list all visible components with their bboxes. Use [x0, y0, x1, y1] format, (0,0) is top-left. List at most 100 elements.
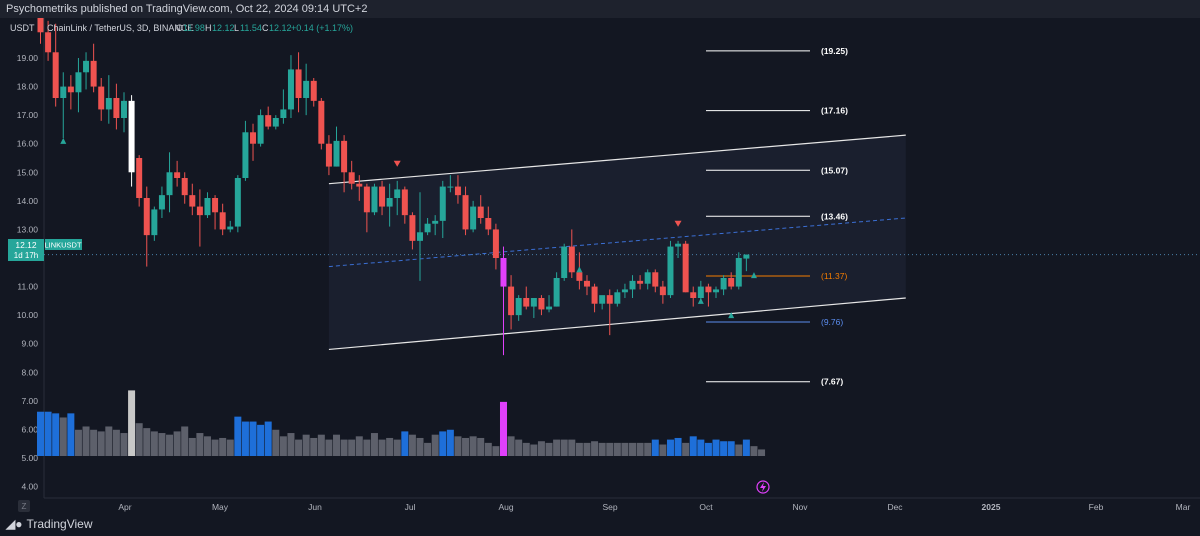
trend-channel[interactable]: [328, 134, 906, 351]
volume-bar: [67, 413, 75, 456]
legend-o: 11.98: [183, 23, 205, 33]
candle-body: [325, 143, 332, 167]
candle-body: [386, 198, 393, 207]
candle-body: [508, 286, 515, 316]
brand-name: TradingView: [26, 517, 93, 531]
ticker-text: LINKUSDT: [44, 241, 82, 250]
candle-body: [432, 220, 439, 224]
candle-body: [500, 258, 507, 287]
volume-bar: [742, 439, 750, 456]
volume-bar: [158, 433, 166, 456]
volume-bar: [219, 437, 227, 456]
volume-bar: [59, 417, 67, 456]
published-header: Psychometriks published on TradingView.c…: [0, 0, 1200, 18]
fib-level-label: (9.76): [821, 317, 843, 327]
candle-body: [515, 298, 522, 316]
volume-bar: [697, 439, 705, 456]
legend-h-label: H: [205, 23, 212, 33]
candle-body: [713, 289, 720, 293]
scale-toggle-button[interactable]: [18, 500, 30, 512]
volume-bar: [492, 446, 500, 456]
volume-bar: [462, 437, 470, 456]
x-tick-label: Aug: [498, 502, 513, 512]
volume-bar: [272, 429, 280, 456]
volume-bar: [112, 429, 120, 456]
fib-level-label: (13.46): [821, 211, 848, 221]
candle-body: [447, 186, 454, 188]
y-tick-label: 6.00: [21, 424, 38, 434]
candle-body: [333, 140, 340, 167]
volume-bar: [378, 439, 386, 456]
candle-body: [417, 232, 423, 241]
event-bolt-icon: [760, 482, 766, 492]
candle-body: [682, 243, 689, 293]
y-tick-label: 19.00: [17, 53, 39, 63]
volume-bar: [575, 442, 583, 456]
volume-bar: [196, 433, 204, 456]
candle-body: [667, 246, 674, 296]
candle-body: [606, 295, 613, 304]
candle-body: [621, 289, 628, 293]
x-tick-label: Oct: [699, 502, 713, 512]
volume-bar: [393, 439, 401, 456]
legend-c: 12.12: [269, 23, 292, 33]
y-tick-label: 16.00: [17, 139, 39, 149]
candle-body: [310, 80, 317, 101]
candle-body: [591, 286, 598, 304]
volume-bar: [591, 441, 599, 456]
x-tick-label: Dec: [887, 502, 903, 512]
fib-level-label: (19.25): [821, 46, 848, 56]
x-tick-label: Apr: [118, 502, 131, 512]
volume-bar: [545, 442, 553, 456]
event-icon[interactable]: [756, 480, 770, 494]
volume-bar: [340, 439, 348, 456]
volume-bar: [317, 434, 325, 456]
volume-bar: [302, 434, 310, 456]
volume-bar: [689, 436, 697, 456]
candle-body: [462, 195, 469, 230]
volume-bar: [621, 442, 629, 456]
candle-body: [477, 206, 484, 218]
volume-bar: [522, 442, 530, 456]
candle-body: [599, 295, 606, 304]
volume-bar: [439, 431, 447, 456]
y-tick-label: 5.00: [21, 453, 38, 463]
candle-body: [37, 18, 44, 33]
candle-body: [470, 206, 477, 230]
y-axis-ticks: 4.005.006.007.008.009.0010.0011.0012.001…: [17, 53, 39, 492]
candle-body: [356, 183, 363, 187]
candle-body: [363, 186, 370, 213]
y-tick-label: 10.00: [17, 310, 39, 320]
volume-bar: [37, 411, 44, 456]
legend-symbol: ChainLink / TetherUS, 3D, BINANCE: [47, 23, 193, 33]
volume-bar: [226, 439, 234, 456]
y-tick-label: 15.00: [17, 167, 39, 177]
candle-body: [196, 206, 203, 216]
price-chart[interactable]: 4.005.006.007.008.009.0010.0011.0012.001…: [0, 18, 1200, 516]
candle-body: [143, 198, 150, 236]
candle-body: [659, 286, 666, 296]
candle-body: [98, 86, 105, 110]
last-price-badge: [8, 239, 44, 261]
candle-body: [561, 246, 568, 278]
candle-body: [287, 69, 294, 110]
volume-bar: [735, 444, 743, 456]
x-tick-label: Jul: [405, 502, 416, 512]
candle-body: [379, 186, 386, 207]
candle-body: [424, 223, 431, 233]
volume-bar: [477, 437, 485, 456]
volume-bar: [644, 442, 652, 456]
candle-body: [644, 272, 651, 284]
legend-change: +0.14 (+1.17%): [291, 23, 353, 33]
volume-bar: [188, 437, 196, 456]
volume-bar: [310, 437, 318, 456]
candle-body: [265, 115, 272, 127]
y-tick-label: 18.00: [17, 82, 39, 92]
y-tick-label: 7.00: [21, 396, 38, 406]
volume-bar: [386, 437, 394, 456]
volume-bar: [727, 441, 735, 456]
brand[interactable]: ◢● TradingView: [6, 517, 93, 531]
volume-bar: [598, 442, 606, 456]
x-tick-label: Nov: [792, 502, 808, 512]
published-text: Psychometriks published on TradingView.c…: [6, 3, 368, 15]
